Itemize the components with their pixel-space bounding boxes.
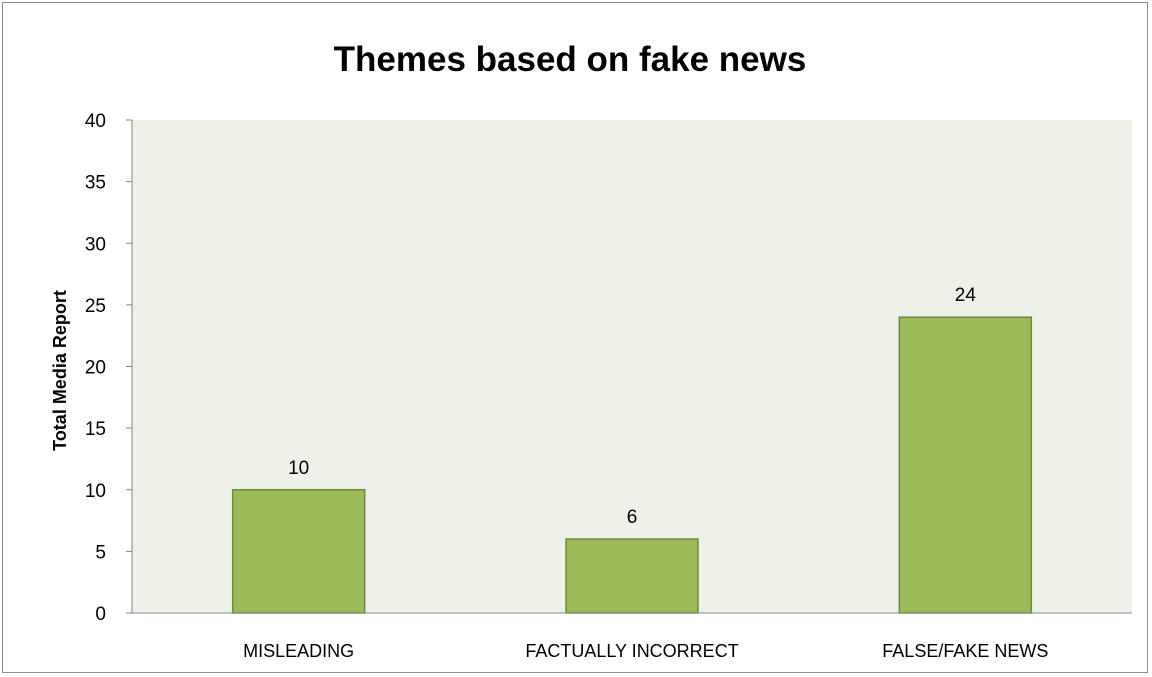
y-tick-label: 5 <box>95 542 106 563</box>
x-tick-label: FALSE/FAKE NEWS <box>882 641 1048 661</box>
y-tick-label: 35 <box>85 173 106 194</box>
bar <box>565 538 699 614</box>
y-tick-label: 30 <box>85 234 106 255</box>
chart-title: Themes based on fake news <box>334 40 807 79</box>
y-tick-label: 40 <box>85 111 106 132</box>
data-label: 24 <box>955 285 977 306</box>
y-tick-label: 15 <box>85 419 106 440</box>
bar <box>231 489 366 614</box>
y-tick-label: 10 <box>85 481 106 502</box>
y-tick-label: 25 <box>85 296 106 317</box>
y-tick-label: 0 <box>95 604 106 625</box>
data-label: 6 <box>627 507 638 528</box>
x-tick-label: FACTUALLY INCORRECT <box>525 641 738 661</box>
x-tick-label: MISLEADING <box>243 641 354 661</box>
data-label: 10 <box>288 458 309 479</box>
y-axis-label: Total Media Report <box>50 290 70 451</box>
y-tick-label: 20 <box>85 358 106 379</box>
bar <box>898 316 1033 614</box>
bar-chart: Themes based on fake news 0 5 10 15 20 25 30 35… <box>50 40 1132 661</box>
